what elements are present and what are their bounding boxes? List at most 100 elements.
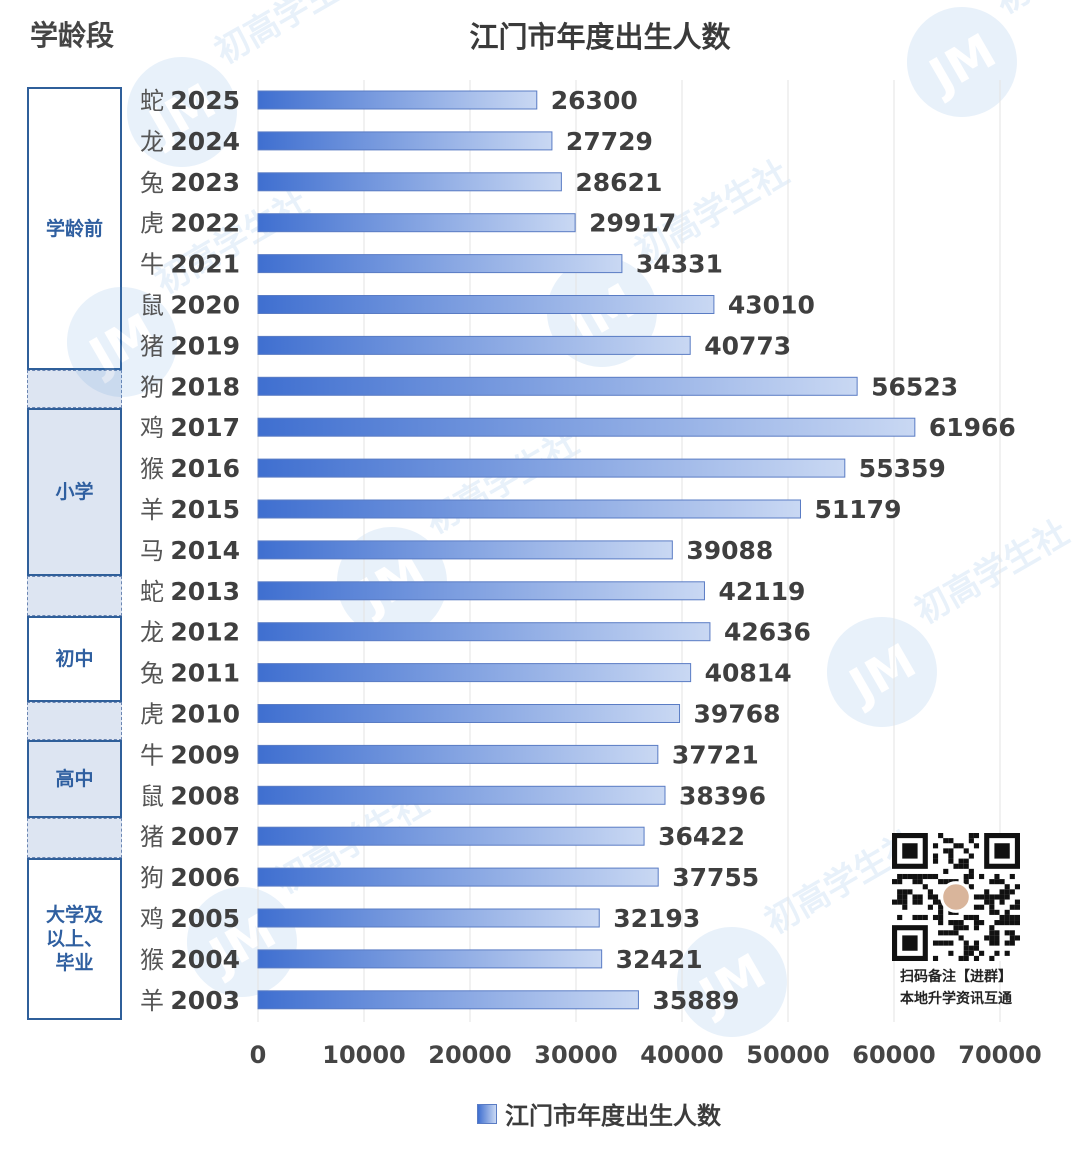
bar[interactable] [257, 622, 711, 642]
bar-value-label: 40773 [704, 331, 791, 360]
bar-value-label: 29917 [589, 209, 676, 238]
stage-axis-label: 学龄段 [30, 19, 115, 52]
bar-value-label: 35889 [652, 986, 739, 1015]
bar-value-label: 56523 [871, 372, 958, 401]
zodiac-label: 虎 [140, 701, 164, 729]
zodiac-label: 龙 [140, 619, 164, 647]
bar[interactable] [257, 867, 659, 887]
zodiac-label: 兔 [140, 169, 164, 197]
bar[interactable] [257, 908, 600, 928]
year-label: 2018 [170, 372, 240, 401]
stage-group-box: 高中 [27, 740, 122, 818]
bar[interactable] [257, 417, 916, 437]
year-label: 2003 [170, 986, 240, 1015]
zodiac-label: 牛 [140, 251, 164, 279]
zodiac-label: 鼠 [140, 292, 164, 320]
bar[interactable] [257, 458, 846, 478]
year-label: 2009 [170, 740, 240, 769]
stage-group-box: 小学 [27, 408, 122, 576]
x-tick-label: 20000 [428, 1041, 512, 1069]
stage-group-box: 学龄前 [27, 87, 122, 370]
year-label: 2005 [170, 904, 240, 933]
legend-label: 江门市年度出生人数 [505, 1102, 721, 1130]
x-tick-label: 0 [250, 1041, 267, 1069]
zodiac-label: 鸡 [140, 414, 164, 442]
bar-value-label: 42119 [718, 577, 805, 606]
year-label: 2004 [170, 945, 240, 974]
stage-group-box: 大学及 以上、 毕业 [27, 858, 122, 1020]
bar[interactable] [257, 744, 659, 764]
svg-text:初高学生社: 初高学生社 [988, 0, 1080, 22]
x-tick-label: 10000 [322, 1041, 406, 1069]
svg-text:初高学生社: 初高学生社 [418, 423, 585, 543]
svg-text:初高学生社: 初高学生社 [208, 0, 375, 72]
stage-group-box: 初中 [27, 616, 122, 702]
year-label: 2025 [170, 86, 240, 115]
zodiac-label: 牛 [140, 741, 164, 769]
zodiac-label: 狗 [140, 864, 164, 892]
year-label: 2020 [170, 291, 240, 320]
bar[interactable] [257, 335, 691, 355]
bar-value-label: 36422 [658, 822, 745, 851]
bar[interactable] [257, 785, 666, 805]
stage-group-box [27, 818, 122, 858]
bar-value-label: 39768 [694, 700, 781, 729]
bar[interactable] [257, 826, 645, 846]
year-label: 2008 [170, 781, 240, 810]
bar-value-label: 28621 [575, 168, 662, 197]
bar[interactable] [257, 581, 705, 601]
zodiac-label: 羊 [140, 496, 164, 524]
bar-value-label: 42636 [724, 618, 811, 647]
bar-value-label: 32421 [616, 945, 703, 974]
chart-title: 江门市年度出生人数 [469, 20, 731, 54]
bar-value-label: 34331 [636, 250, 723, 279]
bar[interactable] [257, 704, 681, 723]
bar[interactable] [257, 131, 553, 151]
bar[interactable] [257, 376, 858, 396]
year-label: 2019 [170, 331, 240, 360]
svg-text:初高学生社: 初高学生社 [148, 183, 315, 303]
bar-value-label: 37755 [672, 863, 759, 892]
bar-value-label: 32193 [613, 904, 700, 933]
zodiac-label: 羊 [140, 987, 164, 1015]
year-label: 2007 [170, 822, 240, 851]
bar-value-label: 55359 [859, 454, 946, 483]
qr-code-icon[interactable] [892, 833, 1020, 961]
year-label: 2013 [170, 577, 240, 606]
bar-value-label: 37721 [672, 740, 759, 769]
bar[interactable] [257, 990, 639, 1010]
qr-caption-line2: 本地升学资讯互通 [900, 991, 1012, 1007]
bar[interactable] [257, 254, 623, 274]
bar-value-label: 27729 [566, 127, 653, 156]
stage-group-box [27, 576, 122, 616]
stage-group-box [27, 702, 122, 740]
zodiac-label: 蛇 [140, 87, 164, 115]
year-label: 2024 [170, 127, 240, 156]
year-label: 2017 [170, 413, 240, 442]
bar[interactable] [257, 949, 603, 969]
bar[interactable] [257, 172, 562, 192]
zodiac-label: 鼠 [140, 782, 164, 810]
bar-value-label: 38396 [679, 781, 766, 810]
bar-value-label: 26300 [551, 86, 638, 115]
stage-group-label: 小学 [55, 481, 94, 503]
stage-group-label: 初中 [55, 648, 94, 670]
bar[interactable] [257, 540, 673, 560]
year-label: 2016 [170, 454, 240, 483]
bar-value-label: 40814 [705, 659, 792, 688]
bar[interactable] [257, 663, 692, 683]
year-label: 2015 [170, 495, 240, 524]
bar[interactable] [257, 213, 576, 233]
bar[interactable] [257, 295, 715, 314]
bar[interactable] [257, 499, 801, 519]
bar[interactable] [257, 90, 538, 110]
year-label: 2012 [170, 618, 240, 647]
stage-group-label: 学龄前 [45, 217, 103, 240]
svg-text:初高学生社: 初高学生社 [908, 513, 1075, 633]
bar-value-label: 43010 [728, 291, 815, 320]
